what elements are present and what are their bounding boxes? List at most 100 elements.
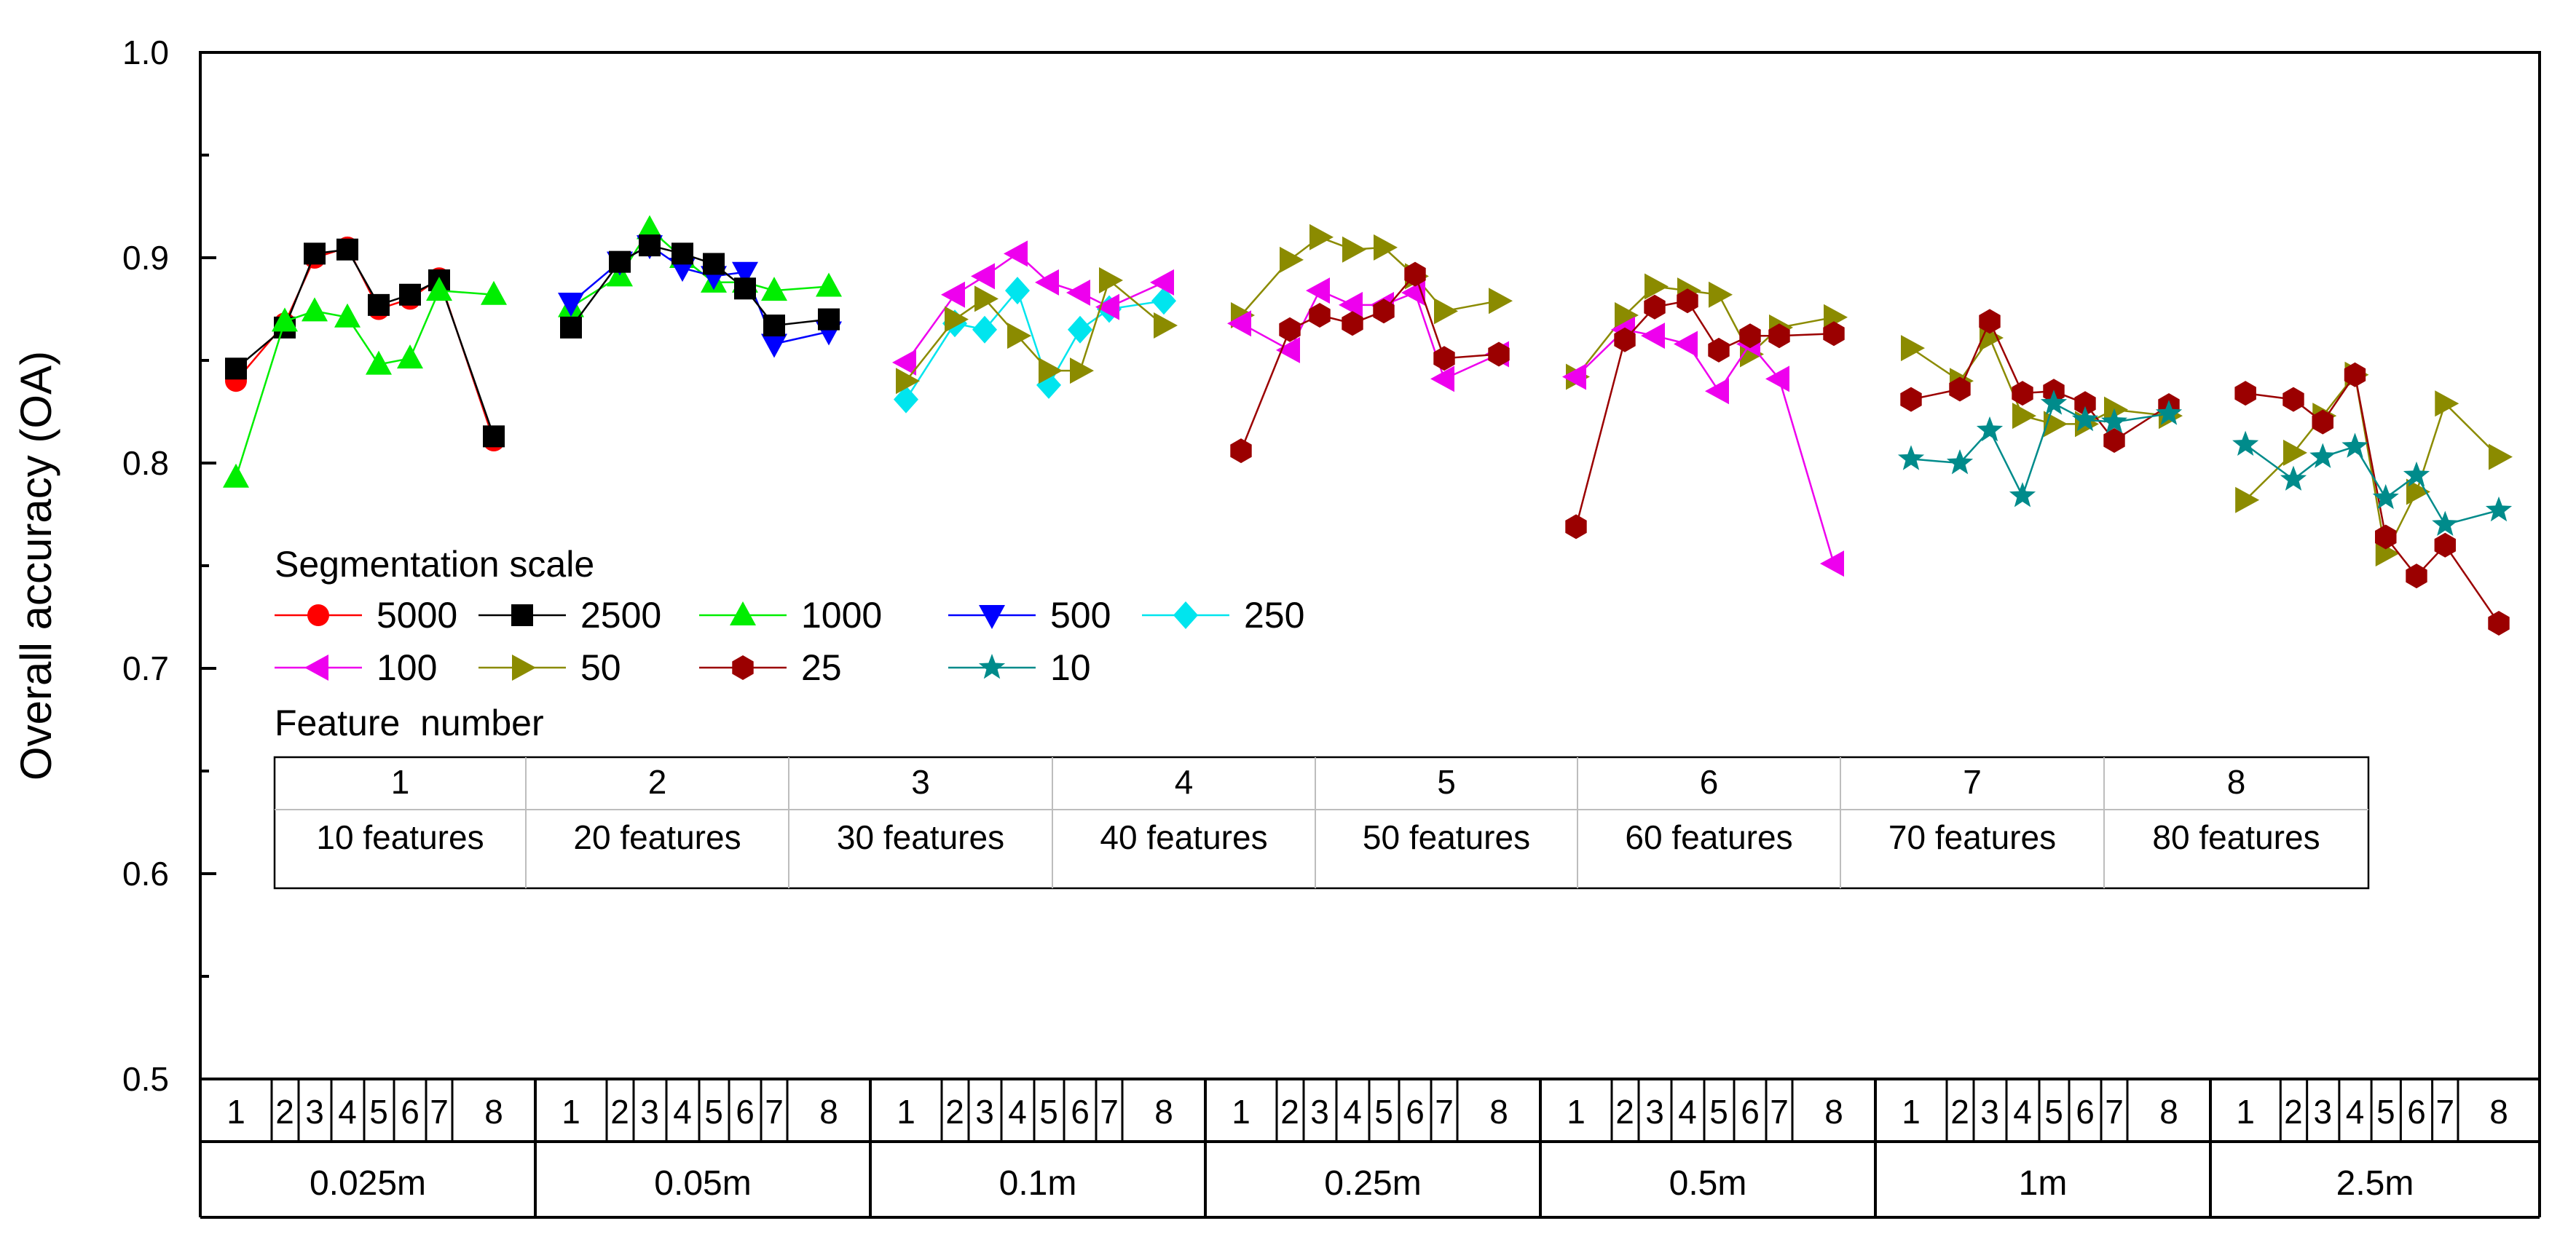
feature-count-label: 70 features [1888,818,2056,856]
x-tick-label: 8 [484,1093,503,1131]
y-tick-label: 0.9 [122,239,169,277]
x-group-label: 0.025m [310,1164,426,1203]
legend-marker-50 [512,655,536,681]
data-point-2500 [336,238,358,261]
data-point-100 [1035,269,1059,296]
x-tick-label: 8 [2159,1093,2178,1131]
data-point-25 [1644,294,1666,320]
data-point-50 [2104,396,2128,423]
data-point-100 [1562,363,1586,390]
data-point-1000 [761,277,787,301]
data-point-2500 [483,425,505,448]
series-line-100 [1575,328,1835,564]
data-point-2500 [818,308,840,331]
data-point-1000 [637,215,663,240]
data-point-50 [1434,298,1458,325]
x-tick-label: 4 [2346,1093,2365,1131]
series-line-25 [1240,272,1500,451]
data-point-2500 [609,250,631,273]
x-tick-label: 5 [369,1093,388,1131]
data-point-2500 [560,316,582,339]
data-point-2500 [368,293,390,316]
x-tick-label: 8 [1154,1093,1173,1131]
data-point-1000 [272,307,298,332]
data-point-50 [1280,246,1304,273]
x-tick-label: 3 [975,1093,994,1131]
data-point-100 [1820,550,1844,577]
x-tick-label: 4 [2013,1093,2032,1131]
x-tick-label: 3 [1645,1093,1664,1131]
data-point-2500 [703,253,725,275]
data-point-1000 [397,344,423,369]
x-tick-label: 7 [430,1093,449,1131]
data-point-50 [2406,478,2430,505]
data-point-10 [2009,482,2036,507]
data-point-100 [1339,291,1363,318]
data-point-25 [1433,346,1455,371]
data-point-50 [2435,390,2459,417]
x-tick-label: 7 [2435,1093,2454,1131]
feature-number: 5 [1437,763,1456,801]
series-line-25 [2245,372,2500,624]
data-point-25 [1488,341,1510,367]
x-tick-label: 7 [1100,1093,1119,1131]
x-tick-label: 5 [704,1093,723,1131]
x-tick-label: 3 [2313,1093,2332,1131]
data-point-10 [2403,461,2430,487]
x-tick-label: 8 [819,1093,838,1131]
x-tick-label: 6 [401,1093,420,1131]
feature-number: 6 [1700,763,1719,801]
legend-marker-500 [979,605,1005,629]
data-point-10 [1976,416,2004,442]
x-tick-label: 3 [1980,1093,1999,1131]
data-point-1000 [816,272,842,297]
data-point-500 [761,333,787,358]
data-point-100 [1430,365,1454,392]
feature-count-label: 40 features [1100,818,1267,856]
x-tick-label: 4 [1008,1093,1027,1131]
data-point-50 [1489,288,1513,315]
x-tick-label: 1 [2236,1093,2255,1131]
data-point-250 [894,385,918,414]
x-group-label: 0.1m [999,1164,1077,1203]
data-point-25 [1768,323,1790,349]
legend-marker-5000 [307,604,329,626]
feature-number: 4 [1175,763,1194,801]
data-point-50 [1645,273,1669,300]
feature-number: 2 [648,763,667,801]
x-tick-label: 7 [2105,1093,2124,1131]
legend-marker-25 [732,655,754,680]
feature-number: 3 [911,763,930,801]
y-tick-label: 0.6 [122,855,169,893]
feature-count-label: 80 features [2152,818,2320,856]
data-point-500 [732,261,758,286]
x-tick-label: 6 [1071,1093,1090,1131]
legend-label-5000: 5000 [377,595,457,636]
data-point-100 [1641,323,1665,349]
feature-count-label: 10 features [316,818,484,856]
data-point-25 [1739,323,1761,349]
legend-marker-10 [978,654,1006,679]
data-point-100 [1227,310,1251,337]
data-point-2500 [399,283,421,306]
data-point-25 [1373,299,1395,324]
data-point-1000 [223,463,249,488]
data-point-50 [1709,281,1733,308]
x-group-label: 2.5m [2336,1164,2414,1203]
feature-count-label: 20 features [573,818,741,856]
data-point-50 [2488,443,2513,470]
data-point-100 [1150,269,1174,296]
y-tick-label: 0.5 [122,1060,169,1098]
x-tick-label: 8 [2489,1093,2508,1131]
data-point-50 [2235,486,2260,513]
x-tick-label: 2 [1615,1093,1634,1131]
data-point-100 [1276,336,1300,363]
x-tick-label: 1 [562,1093,580,1131]
feature-count-label: 50 features [1363,818,1530,856]
data-point-50 [974,285,999,312]
data-point-25 [1900,387,1922,412]
data-point-10 [2432,510,2459,536]
x-tick-label: 5 [1374,1093,1393,1131]
